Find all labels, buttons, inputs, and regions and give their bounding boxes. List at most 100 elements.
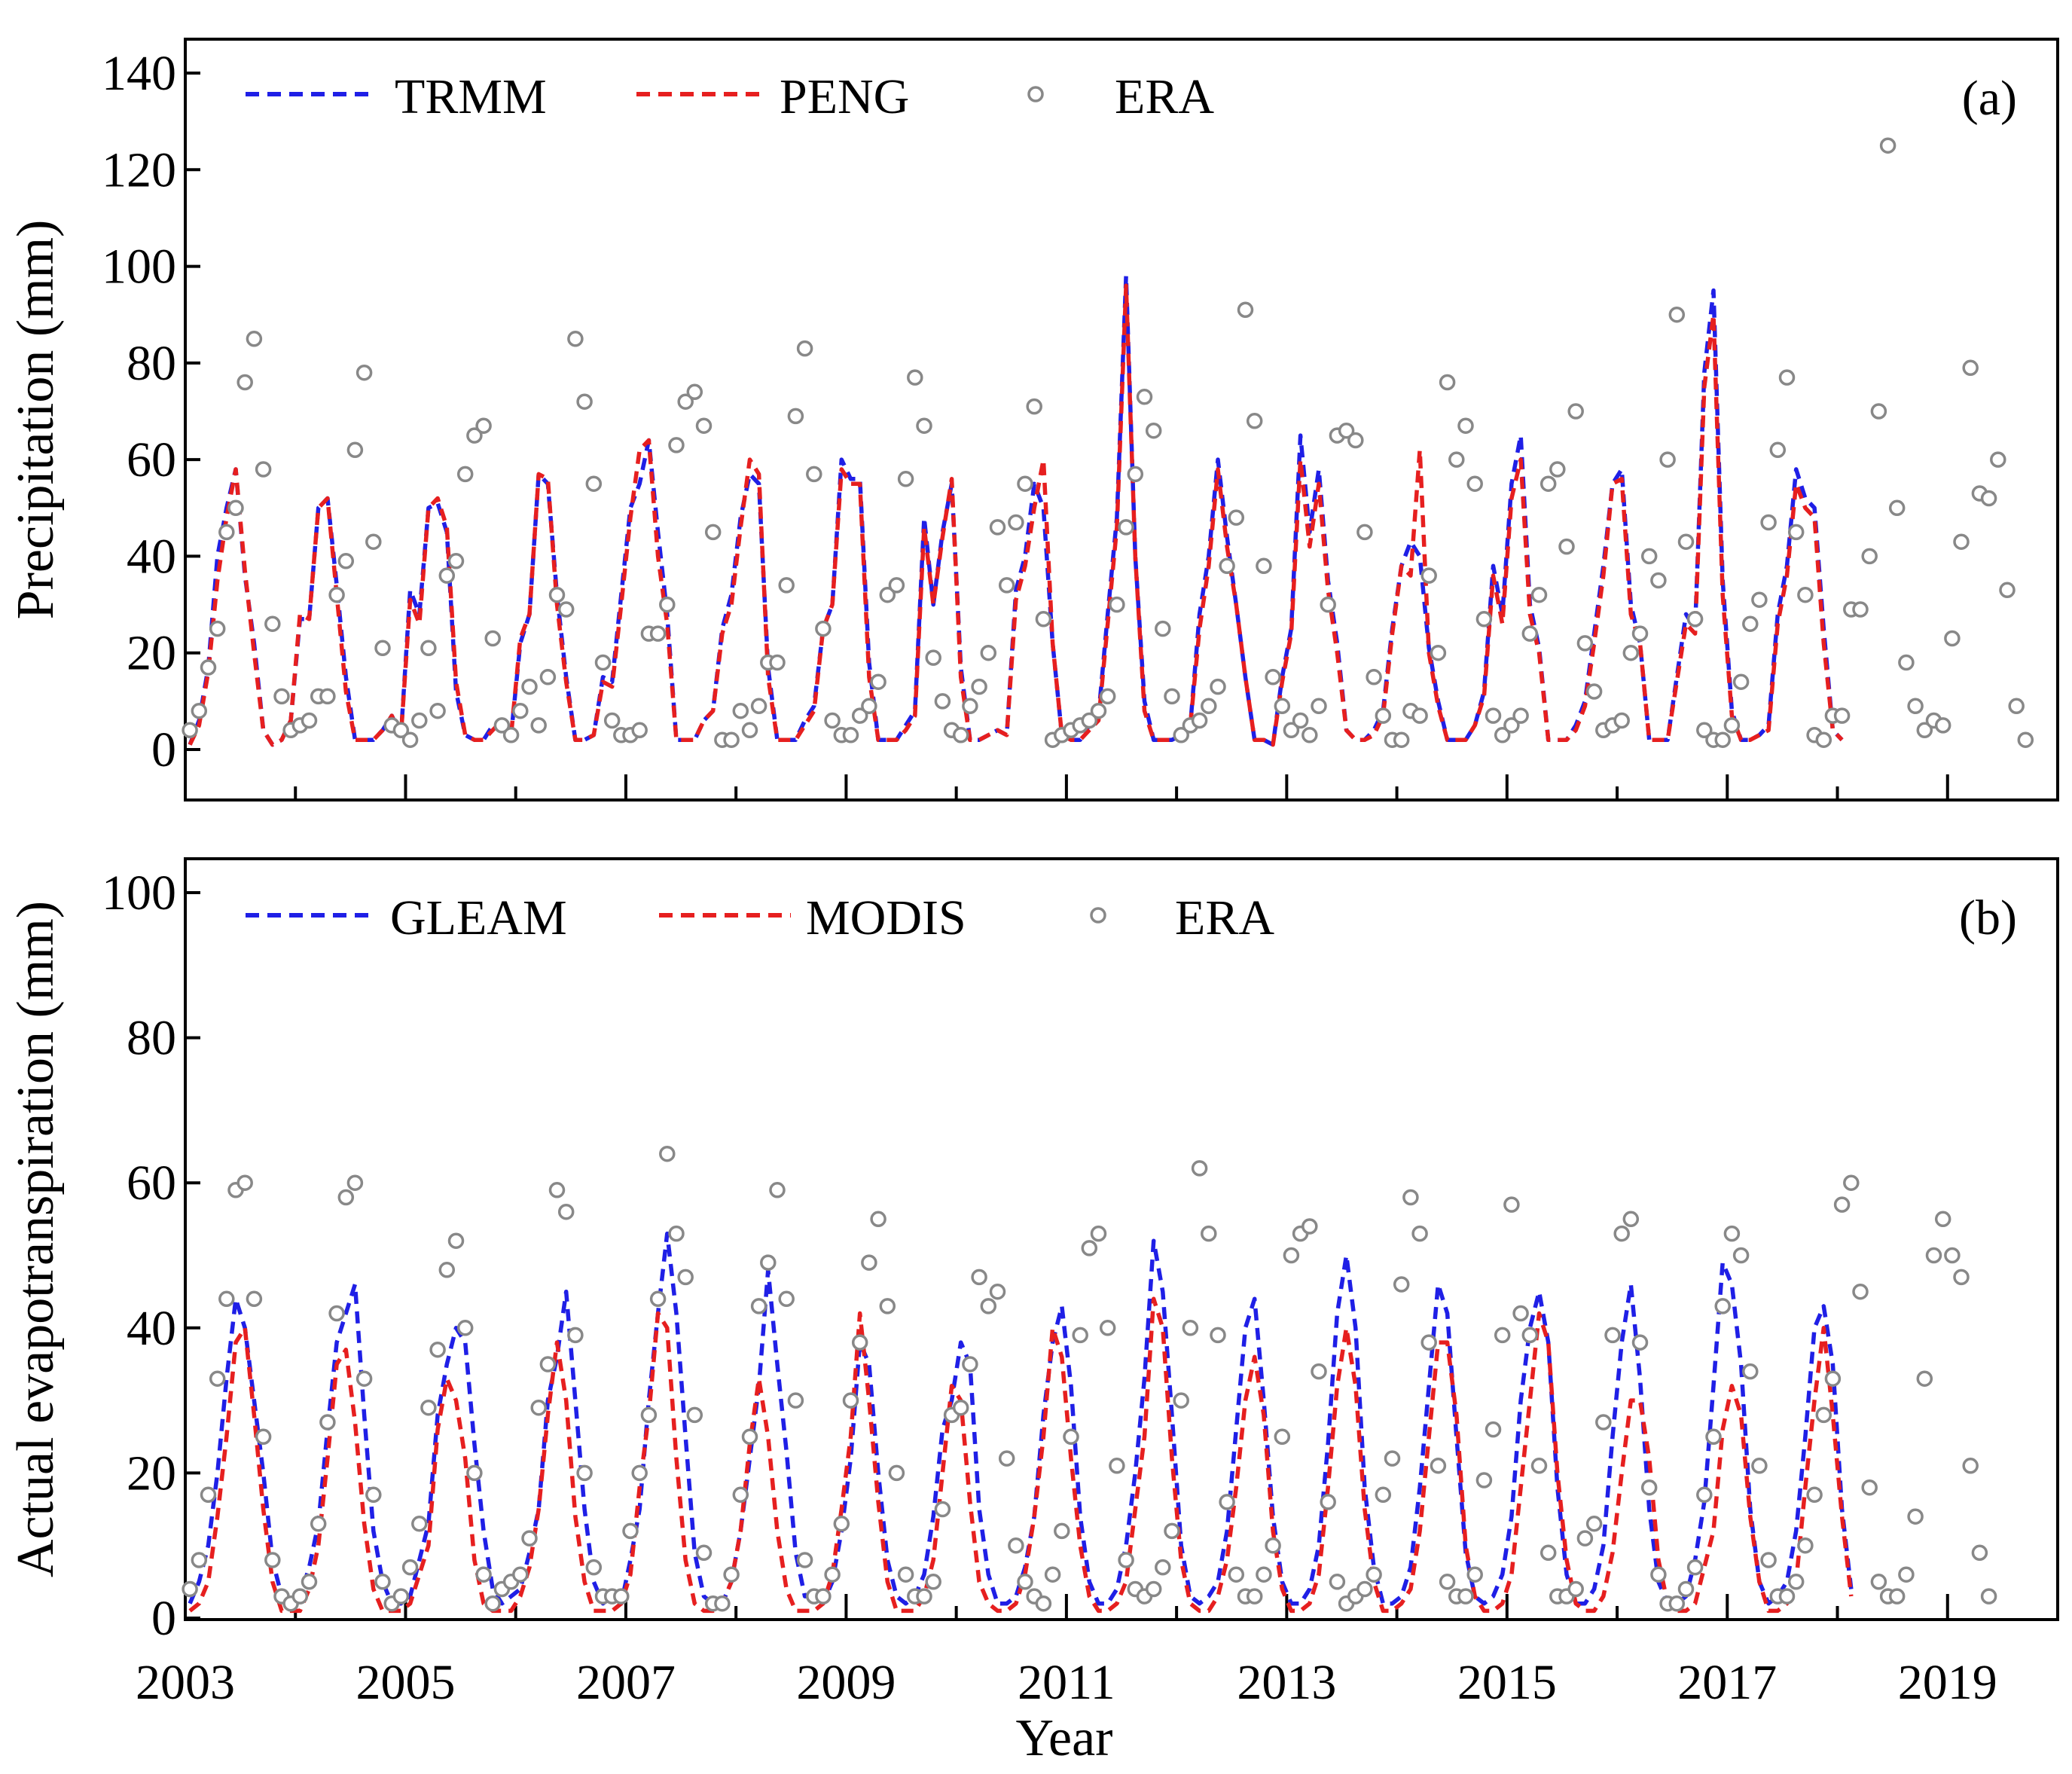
data-point-era xyxy=(787,408,804,425)
data-point-era xyxy=(1797,586,1814,603)
data-point-era xyxy=(723,1566,740,1583)
data-point-era xyxy=(686,1406,703,1424)
data-point-era xyxy=(1760,514,1777,531)
data-point-era xyxy=(1944,630,1961,647)
data-point-era xyxy=(447,1232,465,1249)
data-point-era xyxy=(1072,1327,1088,1344)
data-point-era xyxy=(1366,1566,1382,1583)
panel-a-y-axis-label: Precipitation (mm) xyxy=(7,220,65,620)
data-point-era xyxy=(1843,1174,1860,1191)
data-point-era xyxy=(1256,557,1272,575)
data-point-era xyxy=(870,1211,886,1228)
data-point-era xyxy=(888,1464,905,1482)
data-point-era xyxy=(1265,669,1281,685)
data-point-era xyxy=(659,596,676,613)
panel-b-y-ticks: 0 20 40 60 80 100 xyxy=(102,866,200,1646)
series-line-peng xyxy=(188,283,1844,747)
data-point-era xyxy=(1485,1421,1502,1438)
data-point-era xyxy=(1650,1566,1667,1583)
data-point-era xyxy=(264,615,281,632)
panel-a-frame xyxy=(184,38,2059,802)
data-point-era xyxy=(1640,1479,1658,1496)
legend-label-trmm: TRMM xyxy=(395,69,547,124)
x-tick-label: 2011 xyxy=(1018,1655,1115,1710)
legend-label-era: ERA xyxy=(1115,69,1214,124)
data-point-era xyxy=(2008,698,2025,715)
data-point-era xyxy=(1576,635,1594,652)
data-point-era xyxy=(824,712,841,729)
data-point-era xyxy=(1035,1595,1052,1612)
panel-b-frame xyxy=(184,857,2059,1621)
data-point-era xyxy=(1852,1283,1869,1300)
data-point-era xyxy=(1384,1450,1401,1467)
data-point-era xyxy=(1585,683,1603,700)
data-point-era xyxy=(741,1428,758,1446)
y-tick-label: 0 xyxy=(151,1591,176,1646)
legend-marker-era xyxy=(1027,86,1044,102)
data-point-era xyxy=(1503,717,1520,734)
data-point-era xyxy=(907,369,923,386)
data-point-era xyxy=(1127,466,1144,483)
data-point-era xyxy=(1585,1516,1603,1532)
data-point-era xyxy=(182,722,198,739)
data-point-era xyxy=(484,630,501,647)
data-point-era xyxy=(392,1588,410,1605)
data-point-era xyxy=(255,1428,272,1446)
data-point-era xyxy=(567,1327,584,1344)
data-point-era xyxy=(815,1588,832,1605)
data-point-era xyxy=(1613,712,1630,729)
data-point-era xyxy=(677,393,694,410)
data-point-era xyxy=(824,1566,841,1583)
data-point-era xyxy=(1356,524,1373,541)
data-point-era xyxy=(475,1566,492,1583)
data-point-era xyxy=(1155,620,1171,637)
y-tick-label: 80 xyxy=(127,1011,176,1066)
data-point-era xyxy=(1833,1196,1851,1213)
data-point-era xyxy=(1393,1276,1410,1293)
data-point-era xyxy=(861,698,877,715)
data-point-era xyxy=(356,1370,373,1387)
data-point-era xyxy=(1824,1370,1842,1387)
panel-b-legend: GLEAM MODIS ERA xyxy=(246,890,1274,945)
data-point-era xyxy=(998,577,1015,594)
data-point-era xyxy=(1439,1574,1456,1590)
data-point-era xyxy=(1017,1574,1033,1590)
x-tick-label: 2017 xyxy=(1677,1655,1777,1710)
panel-a-y-ticks: 0 20 40 60 80 100 120 140 xyxy=(102,46,200,777)
data-point-era xyxy=(466,1464,483,1482)
data-point-era xyxy=(1283,722,1300,739)
data-point-era xyxy=(1696,1486,1713,1504)
data-point-era xyxy=(631,1464,648,1482)
data-point-era xyxy=(1210,1327,1226,1344)
y-tick-label: 0 xyxy=(151,722,176,777)
data-point-era xyxy=(668,437,685,453)
data-point-era xyxy=(1934,1211,1951,1228)
data-point-era xyxy=(769,654,786,671)
data-point-era xyxy=(475,417,492,434)
data-point-era xyxy=(1944,1247,1961,1264)
data-point-era xyxy=(1246,1588,1263,1605)
data-point-era xyxy=(1283,1247,1300,1264)
data-point-era xyxy=(796,1552,813,1568)
data-point-era xyxy=(2017,731,2034,748)
data-point-era xyxy=(1155,1559,1171,1576)
data-point-era xyxy=(191,702,208,719)
x-axis-label: Year xyxy=(1016,1709,1113,1767)
data-point-era xyxy=(512,702,529,719)
data-point-era xyxy=(182,1580,198,1598)
data-point-era xyxy=(1852,601,1869,618)
data-point-era xyxy=(191,1552,208,1568)
data-point-era xyxy=(1879,137,1897,154)
data-point-era xyxy=(1916,1370,1933,1387)
data-point-era xyxy=(521,1530,538,1547)
x-tick-label: 2007 xyxy=(576,1655,676,1710)
data-point-era xyxy=(512,1566,529,1583)
data-point-era xyxy=(1934,717,1951,734)
data-point-era xyxy=(356,364,373,381)
data-point-era xyxy=(1631,1334,1649,1351)
data-point-era xyxy=(346,441,364,459)
data-point-era xyxy=(1375,707,1392,724)
data-point-era xyxy=(668,1225,685,1242)
data-point-era xyxy=(1567,1580,1584,1598)
data-point-era xyxy=(787,1392,804,1409)
